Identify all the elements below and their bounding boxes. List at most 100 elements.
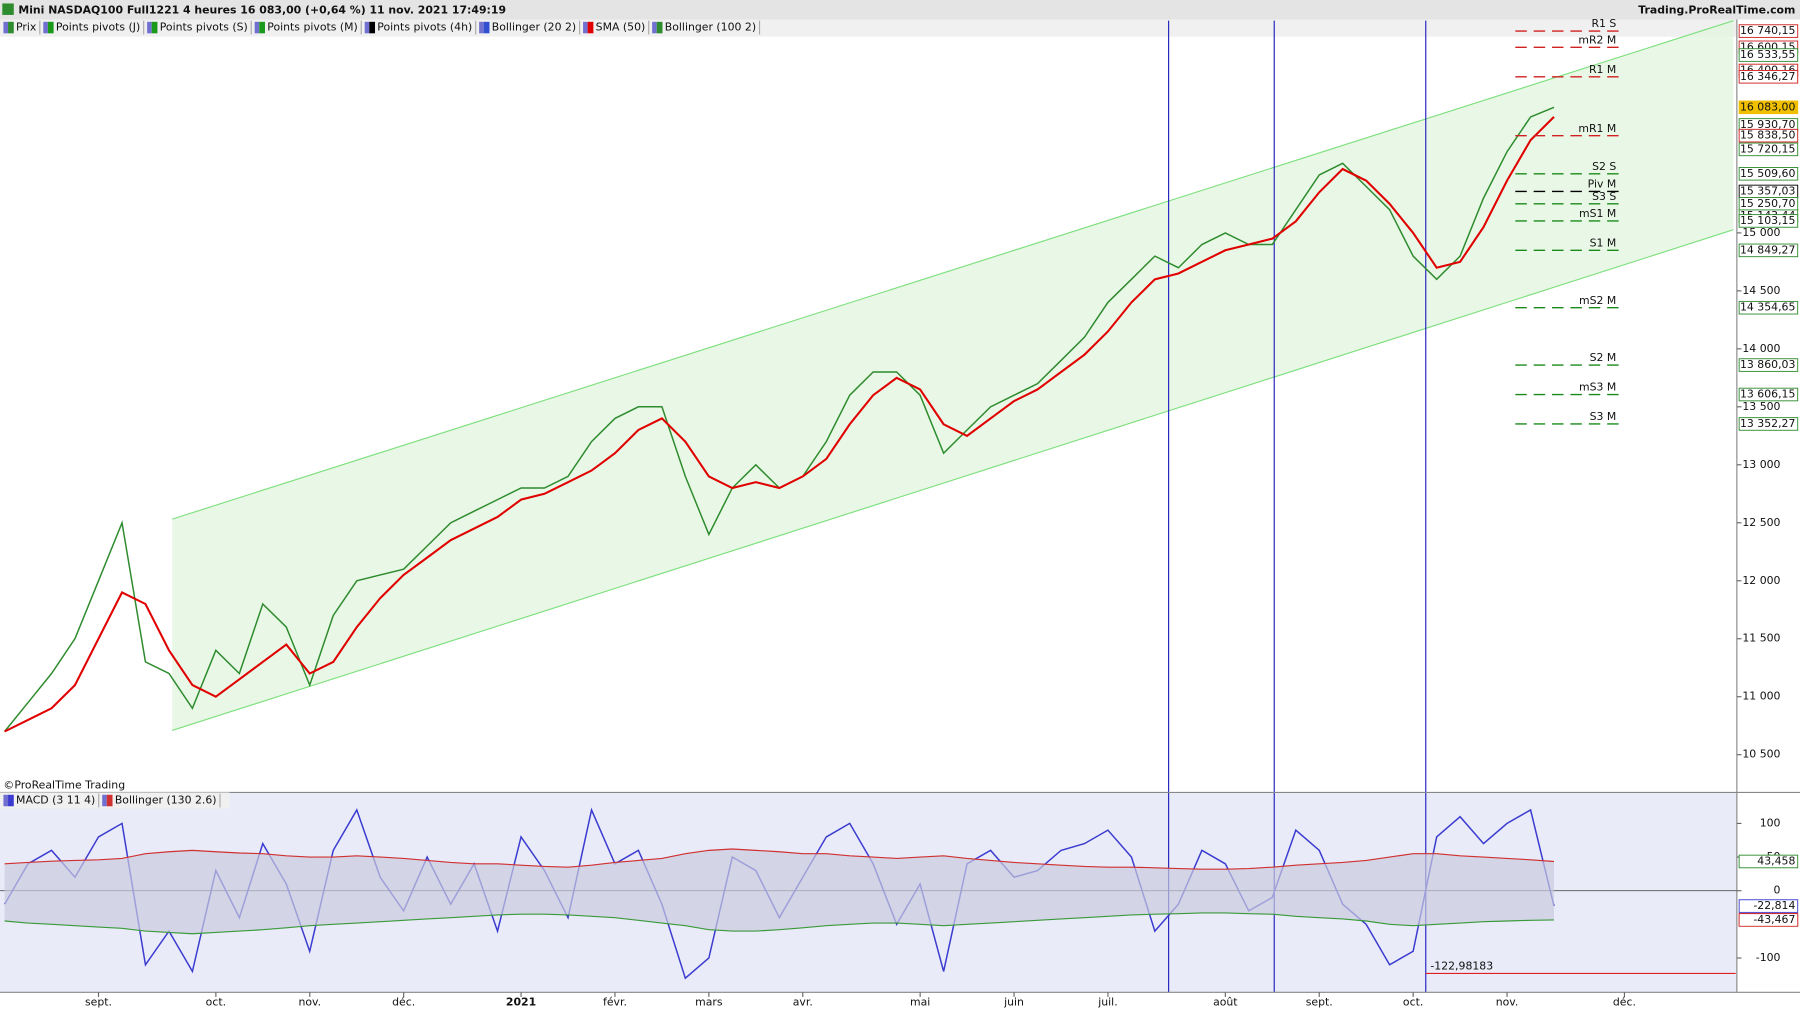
legend-swatch [254, 21, 260, 34]
price-badge-label: 15 509,60 [1740, 167, 1795, 180]
legend-swatch [656, 21, 663, 34]
legend-swatch [483, 21, 490, 34]
pivot-label: mS3 M [1579, 381, 1616, 394]
price-badge [1738, 300, 1799, 315]
pivot-label: mR2 M [1578, 33, 1616, 46]
legend-label: Prix [16, 21, 37, 34]
header-icon [2, 3, 14, 15]
y-tick-label: -100 [1756, 951, 1781, 964]
y-tick-label: 11 000 [1742, 690, 1780, 703]
legend-swatch [587, 21, 594, 34]
y-tick-label: 11 500 [1742, 632, 1780, 645]
price-badge [1738, 387, 1799, 402]
band-upper [4, 848, 1555, 870]
x-tick-label: juil. [1097, 996, 1117, 1009]
min-label: -122,98183 [1430, 960, 1493, 973]
pivot-label: S1 M [1590, 236, 1617, 249]
price-badge-label: -43,467 [1753, 913, 1795, 926]
y-tick-label: 0 [1774, 884, 1781, 897]
price-badge [1738, 128, 1799, 143]
price-badge-label: 15 838,50 [1740, 129, 1795, 142]
y-tick-label: 14 000 [1742, 342, 1780, 355]
legend-swatch [369, 21, 376, 34]
pivot-label: mR1 M [1578, 122, 1616, 135]
legend-swatch [8, 21, 14, 34]
pivot-label: S3 S [1592, 190, 1616, 203]
brand: Trading.ProRealTime.com [1638, 3, 1795, 16]
pivot-label: S3 M [1590, 410, 1617, 423]
x-tick-label: oct. [1403, 996, 1423, 1009]
legend-swatch [652, 21, 657, 34]
pivot-label: R1 M [1589, 63, 1616, 76]
legend-swatch [259, 21, 265, 34]
pivot-label: mS2 M [1579, 294, 1616, 307]
legend-swatch [102, 794, 107, 807]
x-tick-label: févr. [603, 996, 627, 1009]
price-badge [1738, 899, 1799, 913]
price-badge-label: 16 346,27 [1740, 70, 1795, 83]
y-tick-label: 12 000 [1742, 574, 1780, 587]
price-badge [1738, 913, 1799, 927]
legend-swatch [364, 21, 370, 34]
price-badge-label: 14 354,65 [1740, 301, 1795, 314]
legend-label: Bollinger (100 2) [665, 21, 756, 34]
x-tick-label: avr. [793, 996, 813, 1009]
header-title: Mini NASDAQ100 Full1221 4 heures 16 083,… [18, 3, 506, 16]
legend-label: Points pivots (M) [267, 21, 358, 34]
pivot-label: S2 M [1590, 351, 1617, 364]
pivot-label: Piv M [1588, 178, 1617, 191]
x-tick-label: sept. [85, 996, 112, 1009]
legend-swatch [151, 21, 158, 34]
legend-swatch [583, 21, 588, 34]
y-tick-label: 13 000 [1742, 458, 1780, 471]
channel-line [172, 20, 1734, 520]
legend-bar [0, 19, 1737, 37]
band-fill [4, 848, 1554, 934]
legend-swatch [8, 794, 14, 807]
pivot-label: S2 S [1592, 160, 1616, 173]
legend-swatch [106, 794, 113, 807]
price-badge-label: -22,814 [1753, 899, 1795, 912]
price-badge [1738, 48, 1799, 62]
y-tick-label: 13 500 [1742, 400, 1780, 413]
header-bar [0, 0, 1800, 20]
y-tick-label: 10 500 [1742, 748, 1780, 761]
price-badge [1738, 100, 1799, 115]
legend-swatch [3, 794, 9, 807]
pivot-label: R1 S [1591, 17, 1616, 30]
x-tick-label: nov. [1496, 996, 1519, 1009]
price-badge-label: 16 740,15 [1740, 24, 1795, 37]
price-badge-label: 15 357,03 [1740, 184, 1795, 197]
legend-label: Points pivots (4h) [377, 21, 472, 34]
y-tick-label: 100 [1760, 816, 1781, 829]
trend-channel [172, 20, 1734, 731]
x-tick-label: mai [910, 996, 930, 1009]
copyright: ©ProRealTime Trading [3, 779, 125, 792]
legend-swatch [43, 21, 48, 34]
band-lower [4, 912, 1555, 935]
pivot-label: mS1 M [1579, 207, 1616, 220]
legend-label: Points pivots (J) [56, 21, 140, 34]
x-tick-label: juin [1003, 996, 1024, 1009]
price-badge [1738, 167, 1799, 181]
x-tick-label: déc. [392, 996, 415, 1009]
legend-label: Bollinger (20 2) [492, 21, 576, 34]
price-badge-label: 15 250,70 [1740, 197, 1795, 210]
legend-swatch [47, 21, 54, 34]
price-badge-label: 15 720,15 [1740, 142, 1795, 155]
x-tick-label: 2021 [506, 996, 536, 1009]
price-badge-label: 15 103,15 [1740, 214, 1795, 227]
price-badge [1738, 24, 1799, 38]
x-tick-label: août [1213, 996, 1238, 1009]
price-badge-label: 13 606,15 [1740, 388, 1795, 401]
legend-swatch [147, 21, 152, 34]
price-badge [1738, 214, 1799, 228]
x-tick-label: mars [695, 996, 723, 1009]
price-badge [1738, 142, 1799, 157]
price-badge-label: 15 930,70 [1740, 118, 1795, 131]
legend-label: Bollinger (130 2.6) [115, 794, 217, 807]
series-line [4, 116, 1555, 733]
price-badge [1738, 358, 1799, 372]
